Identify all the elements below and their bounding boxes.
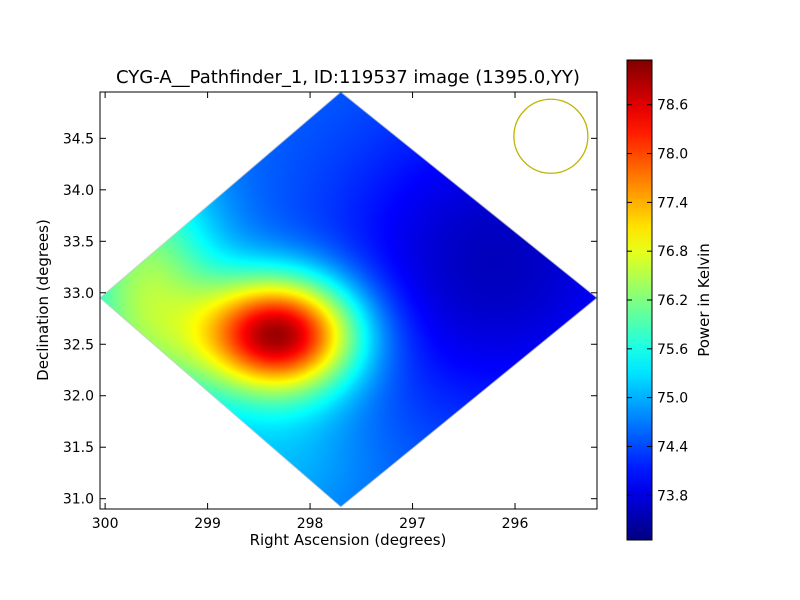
x-axis-ticks: 300 299 298 297 296: [92, 92, 529, 532]
heatmap-image: [100, 92, 597, 507]
y-tick-label: 32.5: [63, 337, 94, 353]
plot-area: 300 299 298 297 296 31.0 31.5 32.0 32.5 33.0 33.5…: [63, 91, 598, 532]
y-tick-label: 33.5: [63, 234, 94, 250]
y-tick-label: 31.0: [63, 492, 94, 508]
chart-title: CYG-A__Pathfinder_1, ID:119537 image (13…: [116, 67, 580, 88]
footprint-edge: [99, 91, 598, 508]
x-tick-label: 296: [502, 516, 529, 532]
heatmap-raster: [100, 92, 597, 507]
x-tick-label: 299: [194, 516, 221, 532]
colorbar-ticks: 73.8 74.4 75.0 75.6 76.2 76.8 77.4 78.0 78.6: [627, 98, 688, 504]
y-tick-label: 32.0: [63, 389, 94, 405]
colorbar: 73.8 74.4 75.0 75.6 76.2 76.8 77.4 78.0 78.6 Pow…: [626, 59, 713, 541]
x-tick-label: 298: [297, 516, 324, 532]
colorbar-tick-label: 74.4: [657, 439, 688, 455]
colorbar-tick-label: 76.2: [657, 293, 688, 309]
colorbar-tick-label: 73.8: [657, 488, 688, 504]
colorbar-tick-label: 78.0: [657, 147, 688, 163]
y-axis-ticks: 31.0 31.5 32.0 32.5 33.0 33.5 34.0 34.5: [63, 131, 597, 508]
colorbar-tick-label: 78.6: [657, 98, 688, 114]
y-axis-label: Declination (degrees): [34, 219, 52, 381]
colorbar-label: Power in Kelvin: [695, 243, 713, 357]
plot-frame: [99, 91, 598, 510]
x-tick-label: 297: [399, 516, 426, 532]
colorbar-tick-label: 76.8: [657, 244, 688, 260]
y-tick-label: 33.0: [63, 286, 94, 302]
beam-marker: [513, 98, 589, 174]
y-tick-label: 31.5: [63, 440, 94, 456]
x-tick-label: 300: [92, 516, 119, 532]
colorbar-tick-label: 75.6: [657, 342, 688, 358]
colorbar-tick-label: 77.4: [657, 195, 688, 211]
x-axis-label: Right Ascension (degrees): [250, 531, 447, 549]
y-tick-label: 34.0: [63, 183, 94, 199]
colorbar-tick-label: 75.0: [657, 391, 688, 407]
y-tick-label: 34.5: [63, 131, 94, 147]
